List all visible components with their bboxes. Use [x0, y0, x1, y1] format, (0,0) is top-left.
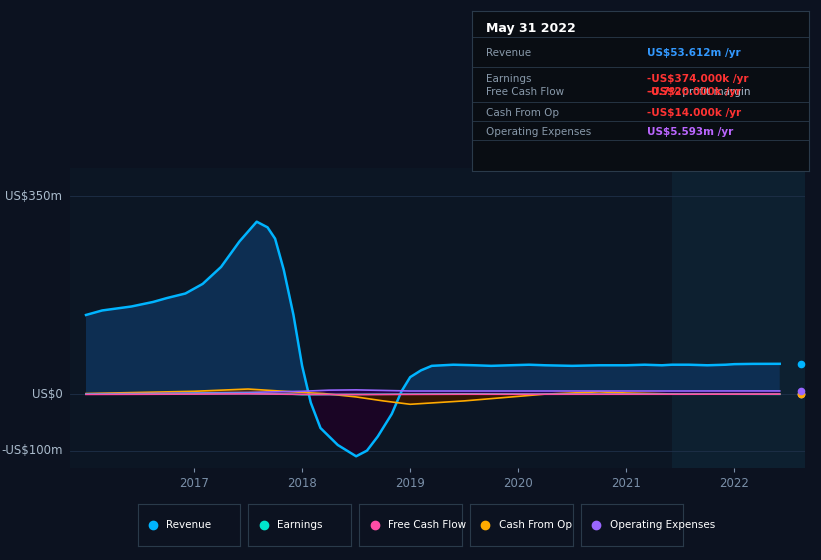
Text: Operating Expenses: Operating Expenses [609, 520, 715, 530]
Text: -US$100m: -US$100m [1, 444, 62, 457]
Text: Free Cash Flow: Free Cash Flow [485, 87, 564, 97]
Text: US$350m: US$350m [6, 190, 62, 203]
Text: May 31 2022: May 31 2022 [485, 22, 576, 35]
Text: Revenue: Revenue [485, 48, 530, 58]
Text: -0.7%: -0.7% [647, 87, 681, 97]
Text: US$0: US$0 [32, 388, 62, 400]
Text: -US$374.000k /yr: -US$374.000k /yr [647, 74, 749, 84]
Text: Free Cash Flow: Free Cash Flow [388, 520, 466, 530]
Text: Cash From Op: Cash From Op [499, 520, 571, 530]
Text: Operating Expenses: Operating Expenses [485, 127, 591, 137]
Text: -US$14.000k /yr: -US$14.000k /yr [647, 108, 741, 118]
Text: Earnings: Earnings [277, 520, 323, 530]
Text: -US$20.000k /yr: -US$20.000k /yr [647, 87, 741, 97]
Text: Cash From Op: Cash From Op [485, 108, 558, 118]
Text: Revenue: Revenue [166, 520, 211, 530]
Text: profit margin: profit margin [679, 87, 750, 97]
Text: US$53.612m /yr: US$53.612m /yr [647, 48, 741, 58]
Text: US$5.593m /yr: US$5.593m /yr [647, 127, 733, 137]
Text: Earnings: Earnings [485, 74, 531, 84]
Bar [672, 168, 805, 468]
